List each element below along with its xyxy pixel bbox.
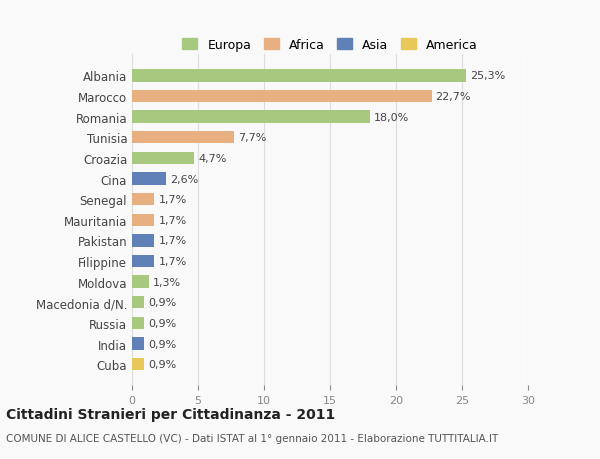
Bar — [132, 173, 166, 185]
Text: 1,3%: 1,3% — [153, 277, 181, 287]
Text: 22,7%: 22,7% — [436, 92, 471, 102]
Bar — [132, 70, 466, 83]
Text: 18,0%: 18,0% — [374, 112, 409, 123]
Bar — [132, 91, 431, 103]
Text: Cittadini Stranieri per Cittadinanza - 2011: Cittadini Stranieri per Cittadinanza - 2… — [6, 407, 335, 421]
Bar — [132, 358, 144, 370]
Text: 0,9%: 0,9% — [148, 318, 176, 328]
Text: 25,3%: 25,3% — [470, 71, 505, 81]
Bar — [132, 235, 154, 247]
Text: 0,9%: 0,9% — [148, 297, 176, 308]
Text: 1,7%: 1,7% — [158, 215, 187, 225]
Bar — [132, 132, 233, 144]
Bar — [132, 338, 144, 350]
Text: 1,7%: 1,7% — [158, 195, 187, 205]
Text: 7,7%: 7,7% — [238, 133, 266, 143]
Text: 4,7%: 4,7% — [198, 154, 226, 163]
Text: 0,9%: 0,9% — [148, 339, 176, 349]
Text: 0,9%: 0,9% — [148, 359, 176, 369]
Bar — [132, 297, 144, 309]
Bar — [132, 255, 154, 268]
Text: COMUNE DI ALICE CASTELLO (VC) - Dati ISTAT al 1° gennaio 2011 - Elaborazione TUT: COMUNE DI ALICE CASTELLO (VC) - Dati IST… — [6, 433, 498, 442]
Legend: Europa, Africa, Asia, America: Europa, Africa, Asia, America — [179, 35, 481, 56]
Bar — [132, 152, 194, 165]
Bar — [132, 276, 149, 288]
Bar — [132, 111, 370, 123]
Text: 2,6%: 2,6% — [170, 174, 199, 184]
Bar — [132, 214, 154, 226]
Bar — [132, 194, 154, 206]
Text: 1,7%: 1,7% — [158, 236, 187, 246]
Text: 1,7%: 1,7% — [158, 257, 187, 267]
Bar — [132, 317, 144, 330]
